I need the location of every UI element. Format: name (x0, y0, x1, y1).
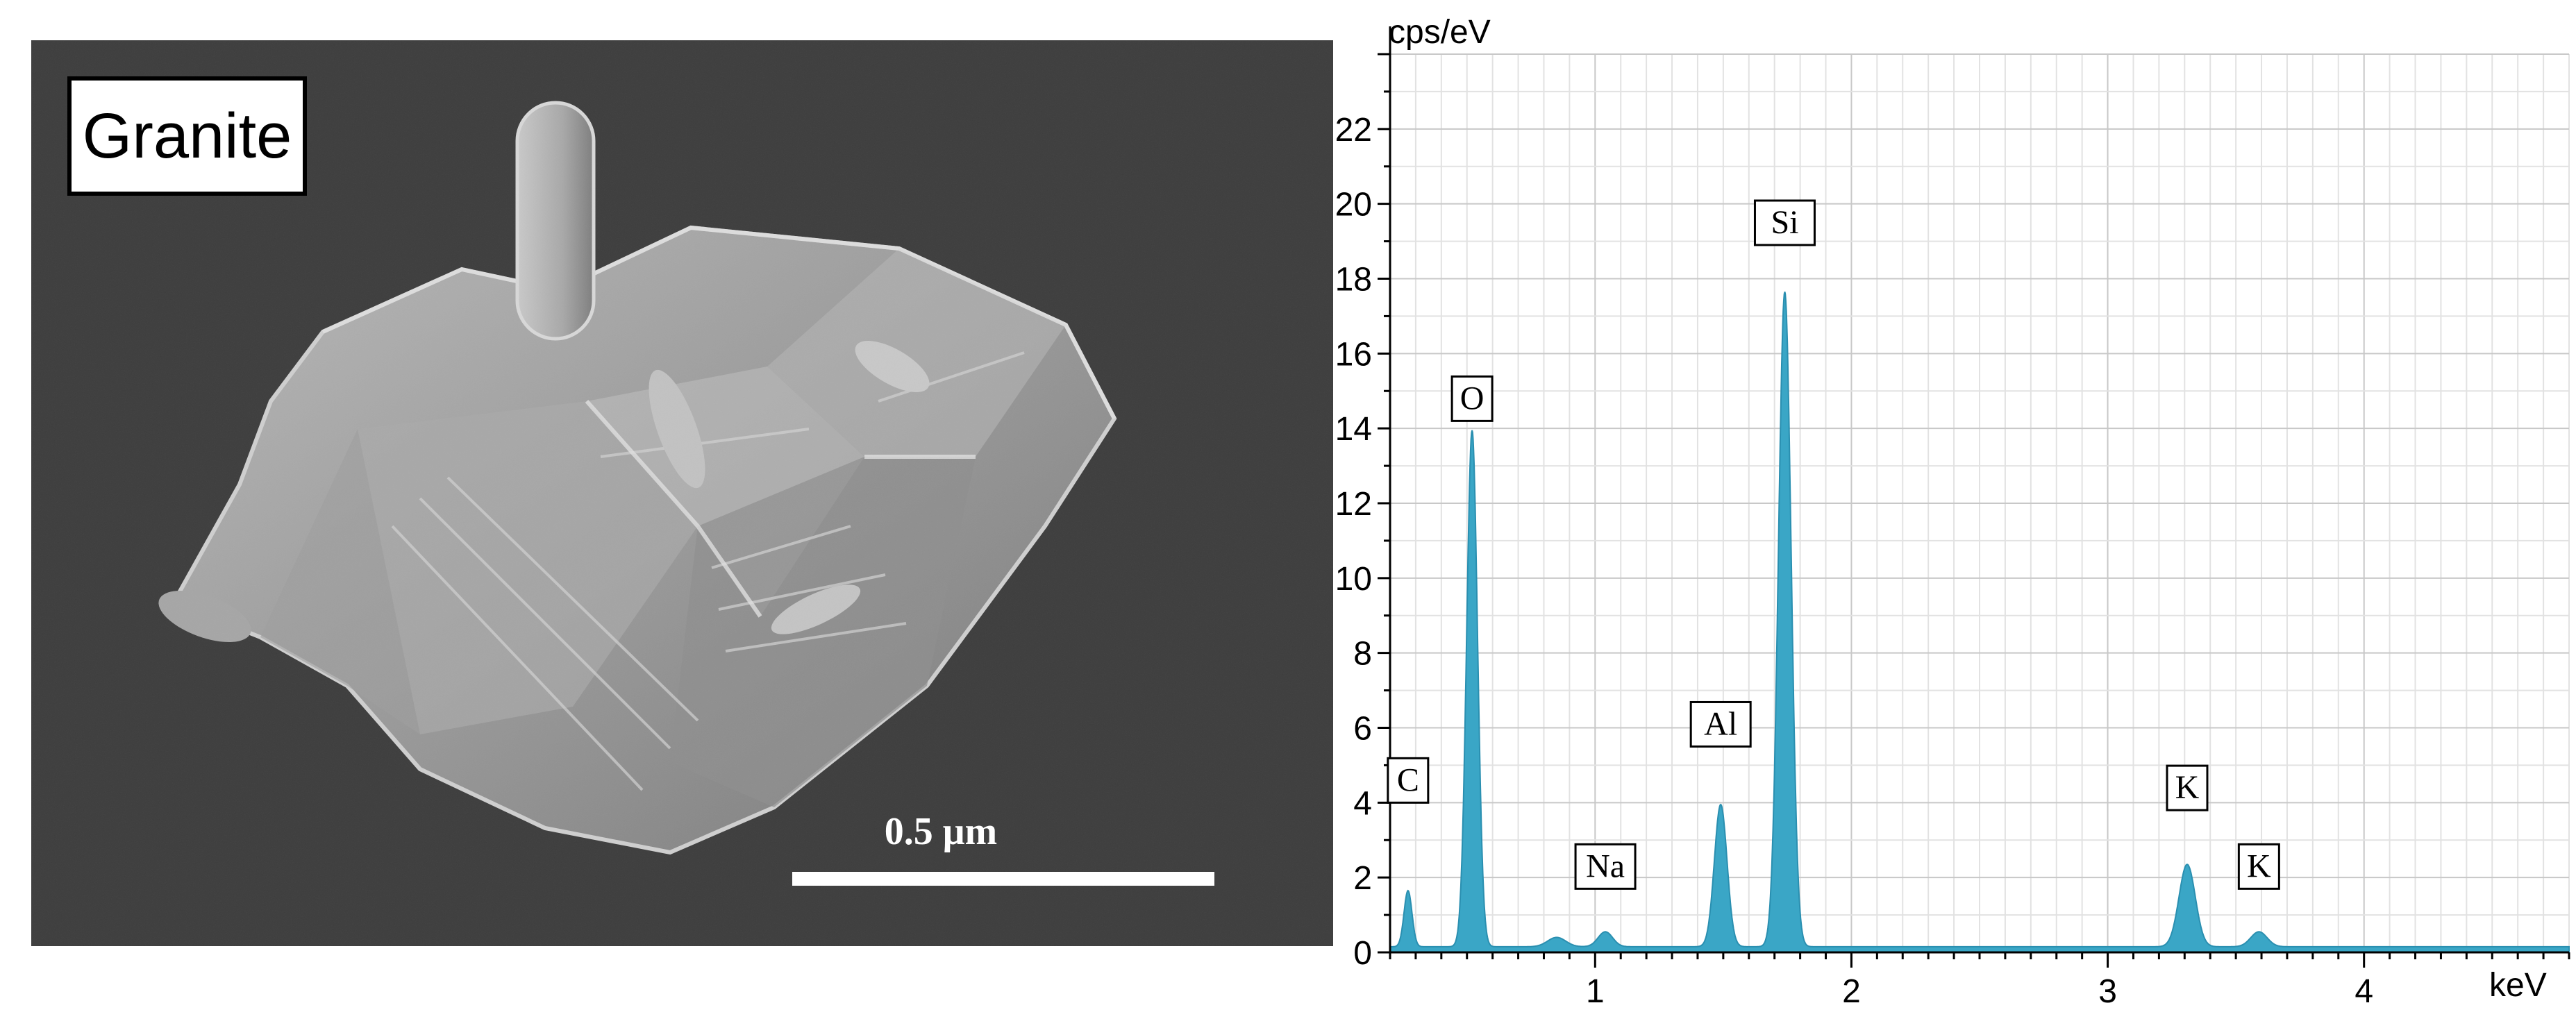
peak-label-text: K (2247, 848, 2271, 884)
peak-label-text: Na (1586, 848, 1625, 884)
y-tick-label: 20 (1335, 187, 1372, 224)
peak-label-k: K (2237, 843, 2280, 890)
peak-label-box (2237, 843, 2280, 890)
x-tick-label: 3 (2098, 973, 2117, 1010)
y-tick-label: 14 (1335, 411, 1372, 448)
peak-label-text: Al (1704, 705, 1737, 742)
peak-label-na: Na (1574, 843, 1637, 890)
peak-label-box (1450, 375, 1494, 422)
peak-label-al: Al (1689, 700, 1752, 748)
y-tick-label: 6 (1353, 711, 1372, 748)
sample-label-box: Granite (67, 76, 307, 196)
x-tick-label: 2 (1842, 973, 1861, 1010)
peak-label-o: O (1450, 375, 1494, 422)
y-tick-label: 16 (1335, 336, 1372, 373)
y-tick-label: 22 (1335, 112, 1372, 149)
y-tick-label: 10 (1335, 561, 1372, 598)
peak-label-box (1574, 843, 1637, 890)
grid (1389, 53, 2570, 953)
spectrum (1389, 292, 2570, 953)
y-tick-label: 18 (1335, 262, 1372, 298)
sem-image-panel: Granite 0.5 μm (31, 40, 1333, 946)
sample-label: Granite (82, 100, 292, 171)
y-tick-label: 4 (1353, 785, 1372, 822)
peak-label-si: Si (1753, 199, 1816, 246)
peak-label-text: C (1397, 761, 1419, 798)
peak-label-text: O (1460, 380, 1484, 416)
peak-label-k: K (2166, 764, 2209, 811)
axes (1378, 26, 2570, 968)
spectrum-area (1389, 292, 2570, 953)
peak-label-box (1387, 757, 1430, 804)
y-tick-label: 0 (1353, 935, 1372, 972)
scale-bar (792, 872, 1214, 886)
x-axis-label: keV (2489, 967, 2547, 1004)
y-tick-label: 2 (1353, 860, 1372, 897)
peak-label-c: C (1387, 757, 1430, 804)
peak-label-box (1753, 199, 1816, 246)
y-axis-label: cps/eV (1389, 14, 1491, 51)
x-tick-label: 4 (2355, 973, 2373, 1010)
y-tick-label: 8 (1353, 636, 1372, 673)
peak-label-box (1689, 700, 1752, 748)
peak-label-text: K (2175, 769, 2200, 806)
peak-label-text: Si (1771, 204, 1798, 241)
peak-labels: C O Na Al Si K K (1387, 199, 2280, 890)
y-tick-label: 12 (1335, 486, 1372, 523)
x-tick-label: 1 (1586, 973, 1605, 1010)
scale-bar-label: 0.5 μm (884, 810, 998, 853)
peak-label-box (2166, 764, 2209, 811)
